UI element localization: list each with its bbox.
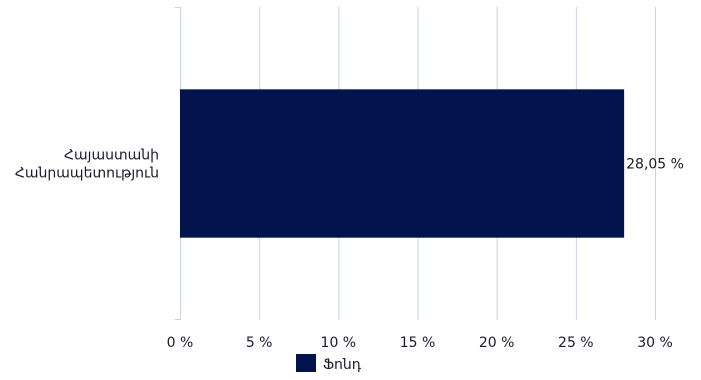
legend-label: Ֆոնդ bbox=[323, 357, 362, 373]
category-label: Հայաստանի Հանրապետություն bbox=[15, 148, 159, 182]
bar-value-label: 28,05 % bbox=[626, 157, 684, 173]
x-tick-label: 10 % bbox=[321, 335, 357, 351]
bar bbox=[180, 89, 625, 238]
axes bbox=[174, 7, 181, 320]
x-tick-label: 0 % bbox=[167, 335, 194, 351]
x-tick-label: 15 % bbox=[400, 335, 436, 351]
x-tick-label: 20 % bbox=[479, 335, 515, 351]
x-tick-label: 30 % bbox=[637, 335, 673, 351]
legend: Ֆոնդ bbox=[296, 354, 362, 373]
x-tick-label: 25 % bbox=[558, 335, 594, 351]
labels: 0 % 5 % 10 % 15 % 20 % 25 % 30 % 28,05 % Հայաստա… bbox=[15, 148, 684, 352]
legend-swatch bbox=[296, 354, 316, 372]
bars bbox=[180, 89, 625, 238]
x-tick-label: 5 % bbox=[246, 335, 273, 351]
